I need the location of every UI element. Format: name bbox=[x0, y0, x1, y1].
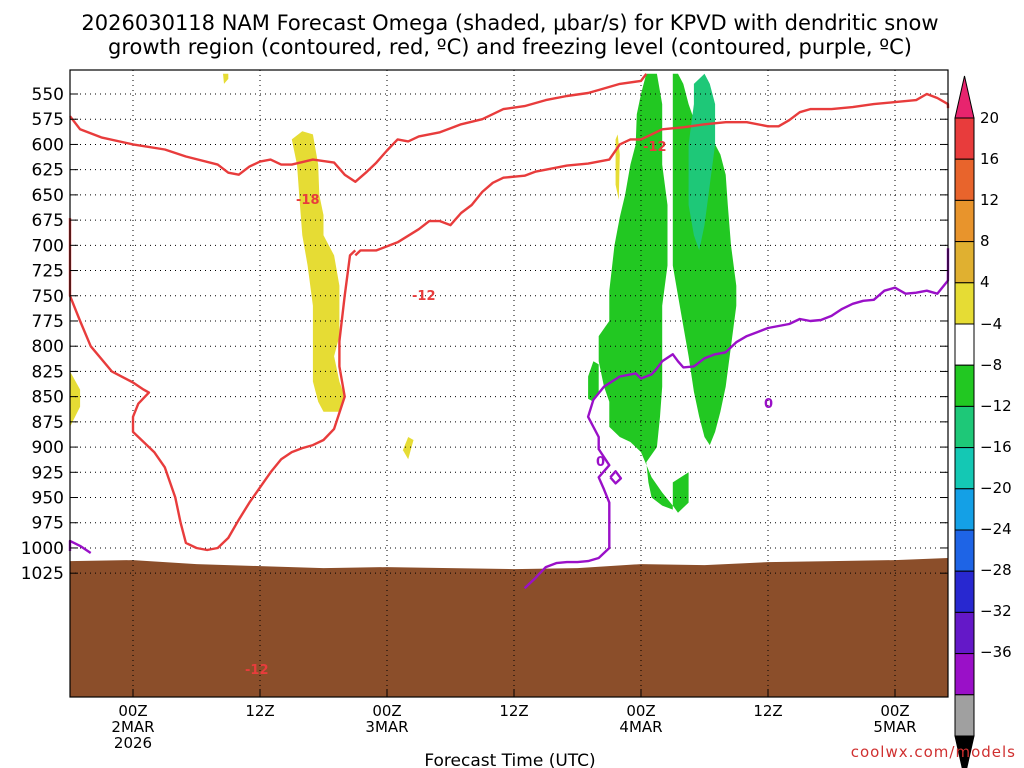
colorbar-bin-3 bbox=[954, 241, 975, 284]
contour-dgz-lower bbox=[68, 218, 357, 552]
colorbar-bin-8 bbox=[954, 447, 975, 490]
colorbar-bin-4 bbox=[954, 282, 975, 325]
y-tick-label-925: 925 bbox=[32, 463, 64, 483]
y-tick-label-775: 775 bbox=[32, 312, 64, 332]
y-tick-label-875: 875 bbox=[32, 413, 64, 433]
omega-region-lift-wide bbox=[598, 73, 689, 513]
colorbar-top-triangle bbox=[954, 75, 975, 119]
omega-shading bbox=[70, 73, 737, 513]
y-tick-label-800: 800 bbox=[32, 337, 64, 357]
contour-label-zero-left: 0 bbox=[596, 455, 605, 470]
omega-region-sink-small1 bbox=[402, 437, 414, 460]
colorbar-label-6: −8 bbox=[980, 356, 1002, 374]
y-tick-label-700: 700 bbox=[32, 236, 64, 256]
y-tick-label-900: 900 bbox=[32, 438, 64, 458]
y-tick-label-675: 675 bbox=[32, 211, 64, 231]
y-tick-label-650: 650 bbox=[32, 186, 64, 206]
contour-label-minus12-mid: -12 bbox=[412, 289, 436, 304]
colorbar-bottom-triangle bbox=[954, 735, 975, 768]
x-tick-label-36-0: 12Z bbox=[499, 702, 528, 720]
colorbar-bin-6 bbox=[954, 364, 975, 407]
y-tick-label-750: 750 bbox=[32, 287, 64, 307]
colorbar-label-7: −12 bbox=[980, 397, 1012, 415]
plot-frame bbox=[69, 69, 949, 698]
chart-title-line1: 2026030118 NAM Forecast Omega (shaded, μ… bbox=[81, 11, 938, 35]
y-tick-label-600: 600 bbox=[32, 135, 64, 155]
colorbar-label-8: −16 bbox=[980, 438, 1012, 456]
y-tick-label-625: 625 bbox=[32, 161, 64, 181]
omega-region-sink-top bbox=[223, 73, 229, 84]
contour-lines bbox=[68, 73, 950, 590]
credit-text: coolwx.com/models bbox=[851, 743, 1016, 761]
x-axis-label: Forecast Time (UTC) bbox=[424, 751, 595, 768]
contour-dgz-upper bbox=[69, 73, 648, 183]
y-tick-label-550: 550 bbox=[32, 85, 64, 105]
colorbar-bin-2 bbox=[954, 199, 975, 243]
y-axis-ticks: 550 575 600 625 650 675 700 725 750 775 800 825 850 8… bbox=[21, 85, 948, 584]
colorbar-label-12: −32 bbox=[980, 602, 1012, 620]
colorbar-label-1: 16 bbox=[980, 150, 999, 168]
x-tick-label-60-0: 12Z bbox=[753, 702, 782, 720]
x-tick-label-0-1: 2MAR bbox=[111, 718, 154, 736]
colorbar-label-5: −4 bbox=[980, 315, 1002, 333]
y-tick-label-850: 850 bbox=[32, 388, 64, 408]
colorbar-label-9: −20 bbox=[980, 479, 1012, 497]
contour-freezing-low bbox=[68, 539, 92, 554]
colorbar-bin-0 bbox=[954, 117, 975, 160]
x-tick-label-24-1: 3MAR bbox=[365, 718, 408, 736]
colorbar-bin-9 bbox=[954, 488, 975, 531]
y-tick-label-575: 575 bbox=[32, 110, 64, 130]
x-tick-label-72-0: 00Z bbox=[880, 702, 909, 720]
chart-title-line2: growth region (contoured, red, ºC) and f… bbox=[108, 35, 912, 59]
contour-dgz-mid bbox=[354, 92, 950, 257]
contour-freezing-top bbox=[523, 248, 950, 590]
x-tick-label-0-2: 2026 bbox=[114, 734, 152, 752]
colorbar-bin-5 bbox=[954, 323, 975, 366]
contour-label-minus18: -18 bbox=[296, 193, 320, 208]
x-tick-label-24-0: 00Z bbox=[372, 702, 401, 720]
colorbar-label-13: −36 bbox=[980, 643, 1012, 661]
y-tick-label-950: 950 bbox=[32, 489, 64, 509]
contour-label-zero-right: 0 bbox=[764, 397, 773, 412]
contour-label-minus12-upper: -12 bbox=[643, 140, 667, 155]
contour-freezing-blob bbox=[609, 470, 623, 485]
colorbar-label-0: 20 bbox=[980, 109, 999, 127]
y-tick-label-1000: 1000 bbox=[21, 539, 64, 559]
x-tick-label-12-0: 12Z bbox=[245, 702, 274, 720]
y-tick-label-1025: 1025 bbox=[21, 564, 64, 584]
contour-label-minus12-lower: -12 bbox=[245, 663, 269, 678]
colorbar-bin-13 bbox=[954, 653, 975, 696]
colorbar-bin-10 bbox=[954, 529, 975, 572]
x-tick-label-48-1: 4MAR bbox=[619, 718, 662, 736]
x-tick-label-48-0: 00Z bbox=[626, 702, 655, 720]
x-tick-label-0-0: 00Z bbox=[118, 702, 147, 720]
terrain-fill bbox=[70, 558, 948, 697]
colorbar-label-4: 4 bbox=[980, 273, 990, 291]
colorbar-label-10: −24 bbox=[980, 520, 1012, 538]
colorbar-bin-11 bbox=[954, 570, 975, 613]
y-tick-label-975: 975 bbox=[32, 514, 64, 534]
colorbar-bin-1 bbox=[954, 158, 975, 201]
colorbar: 20 16 12 8 4 −4 −8 −12 −16 −20 −24 −28 −32 −36 bbox=[954, 75, 1012, 768]
colorbar-label-3: 8 bbox=[980, 232, 990, 250]
omega-region-sink-main bbox=[291, 131, 345, 412]
terrain-area bbox=[70, 558, 948, 697]
x-tick-label-72-1: 5MAR bbox=[873, 718, 916, 736]
colorbar-bin-14 bbox=[954, 694, 975, 737]
y-tick-label-825: 825 bbox=[32, 362, 64, 382]
colorbar-label-11: −28 bbox=[980, 561, 1012, 579]
y-tick-label-725: 725 bbox=[32, 262, 64, 282]
colorbar-bin-12 bbox=[954, 611, 975, 655]
colorbar-bin-7 bbox=[954, 405, 975, 449]
omega-region-lift-core bbox=[688, 73, 716, 251]
colorbar-label-2: 12 bbox=[980, 191, 999, 209]
